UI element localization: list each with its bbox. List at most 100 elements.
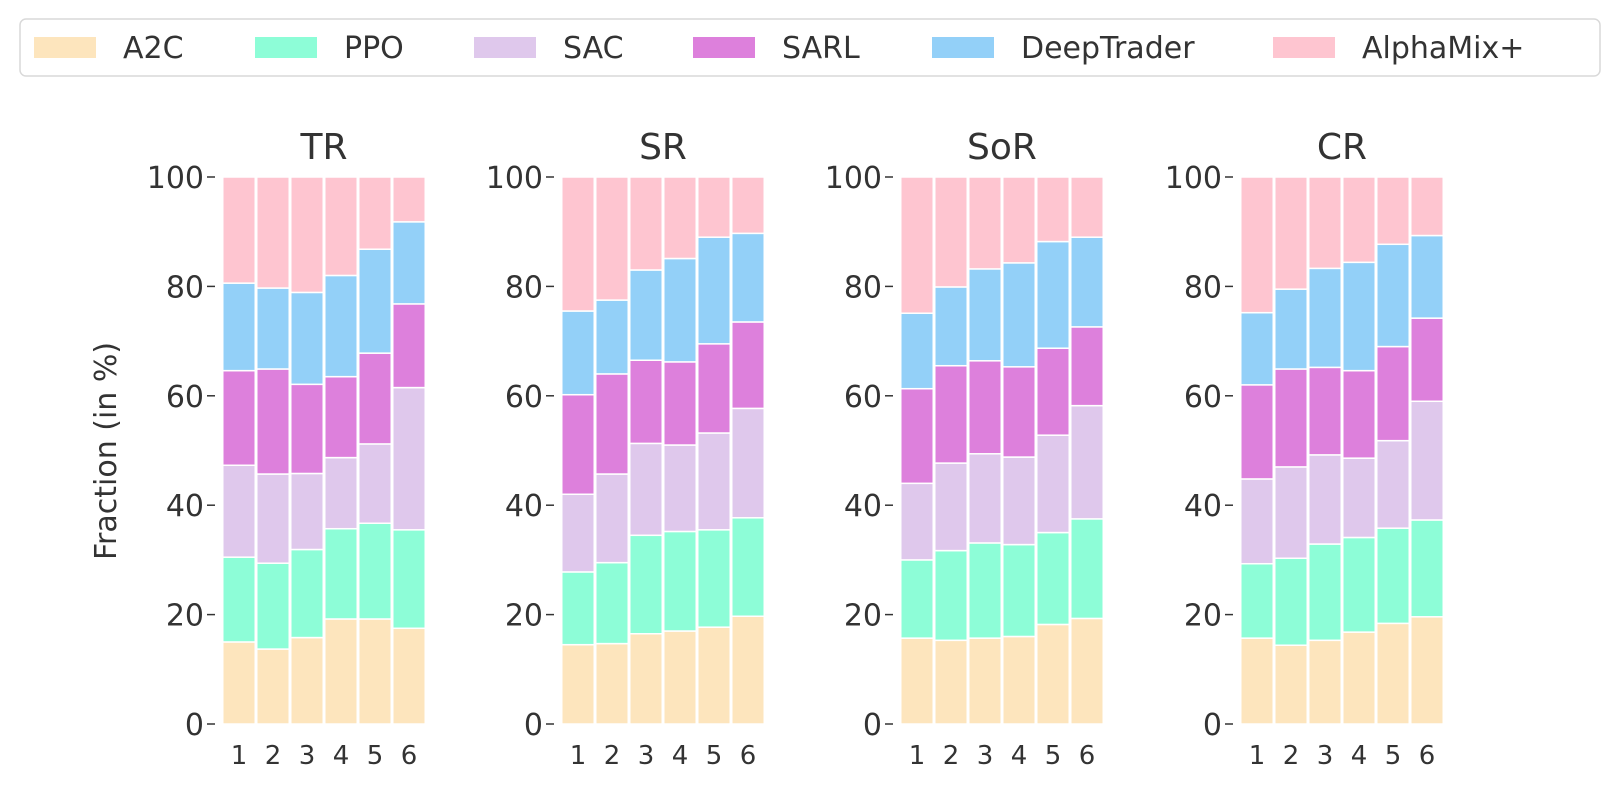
x-tick-label: 6 — [1419, 741, 1436, 771]
bar-segment-sac-1 — [900, 482, 934, 561]
panel-sr: SR 0 20 40 60 80 100 1 2 3 4 5 6 — [486, 127, 765, 771]
bar-segment-sac-2 — [934, 462, 968, 552]
bar-segment-deeptrader-5 — [358, 248, 392, 354]
bar-segment-a2c-1 — [561, 643, 595, 725]
bar-segment-sac-1 — [222, 464, 256, 558]
bar-segment-sac-1 — [1240, 478, 1274, 565]
x-tick-label: 6 — [401, 741, 418, 771]
bar-segment-sac-3 — [629, 442, 663, 537]
y-axis-label: Fraction (in %) — [89, 342, 124, 560]
bar-segment-sarl-5 — [1036, 347, 1070, 436]
bar-segment-a2c-2 — [1274, 644, 1308, 725]
bar-segment-ppo-4 — [1002, 543, 1036, 638]
bar-segment-ppo-3 — [968, 542, 1002, 639]
bar-segment-ppo-5 — [697, 529, 731, 628]
panel-tr: TR 0 20 40 60 80 100 1 2 3 4 5 6 — [147, 127, 426, 771]
legend-label-a2c: A2C — [123, 31, 184, 66]
bar-segment-sac-5 — [358, 443, 392, 525]
y-tick-label: 80 — [166, 270, 204, 305]
legend-label-sarl: SARL — [782, 31, 860, 66]
bar-segment-sac-2 — [595, 473, 629, 564]
y-tick-label: 40 — [505, 489, 543, 524]
x-tick-label: 1 — [570, 741, 587, 771]
bar-segment-deeptrader-4 — [663, 257, 697, 363]
legend-swatch-ppo — [255, 37, 317, 58]
x-tick-label: 2 — [604, 741, 621, 771]
x-tick-label: 5 — [1045, 741, 1062, 771]
x-tick-label: 5 — [1385, 741, 1402, 771]
legend-label-alphamix: AlphaMix+ — [1362, 31, 1524, 66]
bar-segment-alphamix-2 — [256, 176, 290, 289]
bar-segment-a2c-5 — [1376, 622, 1410, 725]
x-tick-label: 3 — [977, 741, 994, 771]
bar-segment-sarl-6 — [1070, 326, 1104, 407]
x-tick-label: 4 — [1011, 741, 1028, 771]
bar-segment-sac-6 — [392, 386, 426, 531]
bar-segment-sac-3 — [290, 472, 324, 551]
bar-segment-sac-6 — [731, 407, 765, 519]
bar-segment-alphamix-1 — [900, 176, 934, 314]
bar-segment-deeptrader-5 — [1376, 243, 1410, 348]
bar-segment-a2c-2 — [256, 648, 290, 725]
bar-segment-deeptrader-5 — [697, 236, 731, 345]
bar-segment-deeptrader-1 — [561, 310, 595, 396]
panel-title: TR — [299, 127, 347, 168]
bar-segment-ppo-5 — [1036, 531, 1070, 626]
bar-segment-ppo-1 — [900, 559, 934, 639]
bar-segment-sac-4 — [1342, 457, 1376, 539]
legend-label-deeptrader: DeepTrader — [1021, 31, 1195, 66]
bar-segment-ppo-6 — [392, 529, 426, 630]
bar-segment-sarl-4 — [1342, 369, 1376, 459]
bar-segment-sarl-2 — [256, 368, 290, 475]
bar-segment-alphamix-3 — [290, 176, 324, 294]
y-tick-label: 40 — [166, 489, 204, 524]
bar-segment-alphamix-6 — [1070, 176, 1104, 238]
y-tick-label: 20 — [166, 599, 204, 634]
bar-segment-sac-4 — [324, 456, 358, 530]
bar-segment-ppo-2 — [595, 561, 629, 645]
legend-swatch-alphamix — [1273, 37, 1335, 58]
y-tick-label: 0 — [1203, 708, 1222, 743]
bar-segment-ppo-1 — [561, 571, 595, 646]
bar-segment-sac-4 — [1002, 456, 1036, 546]
bar-segment-deeptrader-3 — [968, 268, 1002, 362]
bar-segment-a2c-2 — [595, 642, 629, 725]
panel-title: SR — [639, 127, 687, 168]
bar-segment-sac-6 — [1410, 400, 1444, 521]
y-tick-label: 20 — [844, 599, 882, 634]
bar-segment-sarl-3 — [968, 360, 1002, 455]
bar-segment-ppo-6 — [1070, 518, 1104, 620]
bar-segment-ppo-3 — [290, 548, 324, 639]
bar-segment-a2c-5 — [358, 618, 392, 725]
bar-segment-a2c-1 — [900, 637, 934, 725]
bar-segment-alphamix-4 — [1002, 176, 1036, 264]
y-tick-label: 100 — [1165, 161, 1222, 196]
bar-segment-ppo-5 — [358, 522, 392, 620]
x-tick-label: 1 — [909, 741, 926, 771]
panel-sor: SoR 0 20 40 60 80 100 1 2 3 4 5 6 — [825, 127, 1104, 771]
bar-segment-deeptrader-4 — [1002, 262, 1036, 368]
y-tick-label: 60 — [505, 380, 543, 415]
bar-segment-alphamix-1 — [222, 176, 256, 284]
bar-segment-a2c-4 — [324, 618, 358, 725]
y-tick-label: 80 — [1184, 270, 1222, 305]
y-tick-label: 40 — [1184, 489, 1222, 524]
x-tick-label: 4 — [672, 741, 689, 771]
bar-segment-alphamix-6 — [731, 176, 765, 235]
bar-segment-sarl-2 — [934, 364, 968, 464]
y-tick-label: 0 — [185, 708, 204, 743]
y-tick-label: 80 — [844, 270, 882, 305]
bar-segment-alphamix-5 — [1376, 176, 1410, 246]
bar-segment-deeptrader-4 — [324, 274, 358, 378]
legend-label-ppo: PPO — [344, 31, 404, 66]
bar-segment-deeptrader-1 — [900, 312, 934, 390]
bar-segment-ppo-2 — [256, 562, 290, 650]
bar-segment-ppo-4 — [324, 527, 358, 620]
bar-segment-ppo-1 — [222, 556, 256, 643]
bar-segment-deeptrader-3 — [290, 291, 324, 386]
bar-segment-ppo-4 — [1342, 536, 1376, 633]
bar-segment-sarl-5 — [1376, 345, 1410, 442]
bar-segment-sarl-3 — [290, 383, 324, 475]
x-tick-label: 2 — [1283, 741, 1300, 771]
